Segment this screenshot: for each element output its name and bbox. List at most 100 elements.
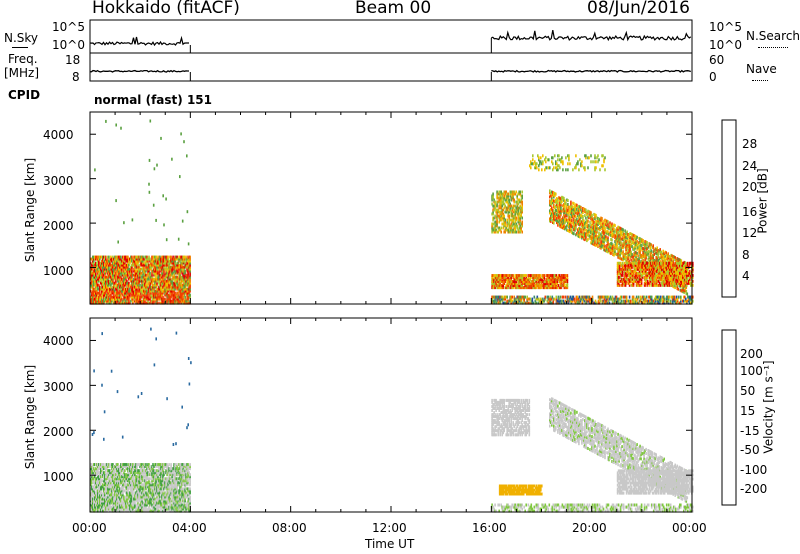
power-cell	[98, 259, 100, 263]
power-cell	[126, 273, 128, 277]
power-cell	[111, 265, 113, 269]
power-cell	[123, 287, 125, 291]
power-cell	[586, 295, 589, 299]
power-cell	[518, 282, 520, 286]
power-cell	[510, 222, 512, 226]
power-cell	[590, 235, 592, 239]
power-cell	[647, 253, 649, 257]
power-cell	[491, 282, 493, 286]
power-cell	[682, 299, 684, 303]
power-cell	[153, 285, 155, 289]
power-cell	[114, 259, 116, 263]
power-cell	[164, 277, 166, 281]
power-cell	[496, 220, 498, 224]
power-cell	[663, 297, 666, 301]
power-cell	[683, 295, 685, 299]
power-cell	[155, 283, 157, 287]
power-cell	[620, 295, 623, 299]
power-cell	[140, 301, 142, 305]
power-cell	[642, 251, 644, 254]
power-cell	[146, 259, 148, 263]
power-cell	[558, 301, 561, 305]
power-cell	[506, 200, 508, 204]
power-cell	[643, 261, 646, 265]
power-cell	[168, 269, 170, 273]
power-cell	[153, 261, 155, 265]
power-cell	[127, 295, 129, 299]
power-cell	[173, 277, 175, 281]
power-cell	[610, 227, 612, 231]
power-cell	[536, 295, 539, 299]
power-cell	[628, 243, 630, 247]
power-cell	[176, 279, 178, 283]
power-cell	[182, 269, 184, 273]
power-cell	[554, 282, 557, 286]
power-cell	[515, 297, 517, 301]
power-cell	[495, 228, 497, 232]
power-cell	[501, 196, 503, 200]
power-cell	[684, 285, 687, 289]
power-cell	[134, 293, 136, 297]
power-cell	[161, 273, 163, 277]
power-cell	[508, 204, 510, 208]
power-cell	[624, 253, 626, 257]
power-cell	[614, 295, 617, 299]
power-cell	[648, 299, 651, 303]
power-cell	[182, 299, 184, 303]
power-cell	[631, 301, 634, 305]
power-cell	[638, 277, 641, 281]
power-cell	[625, 269, 628, 273]
power-cell	[491, 280, 493, 284]
power-cell	[132, 279, 134, 283]
power-cell	[113, 269, 115, 273]
power-cell	[153, 291, 155, 295]
power-cell	[536, 276, 539, 280]
power-cell	[621, 273, 624, 277]
power-cell	[176, 269, 178, 273]
power-cell	[540, 282, 543, 286]
power-cell	[184, 301, 186, 305]
power-cell	[526, 299, 528, 303]
power-cell	[101, 291, 103, 295]
power-cell	[660, 256, 662, 260]
power-cell	[563, 226, 565, 230]
power-cell	[96, 265, 98, 269]
power-cell	[103, 267, 105, 271]
power-cell	[501, 297, 503, 301]
power-cell	[583, 231, 585, 235]
power-cell	[658, 295, 661, 299]
power-cell	[92, 277, 94, 281]
power-cell	[493, 230, 495, 234]
power-cell	[512, 220, 514, 224]
power-cell	[629, 236, 631, 240]
power-cell	[658, 299, 661, 303]
power-cell	[172, 287, 174, 291]
power-cell	[512, 198, 514, 202]
power-cell	[137, 271, 139, 275]
power-cell	[541, 284, 544, 288]
power-cell	[604, 295, 607, 299]
power-cell	[173, 269, 175, 273]
power-cell	[120, 283, 122, 287]
power-cell	[553, 203, 555, 207]
power-cell	[139, 271, 141, 275]
power-cell	[644, 242, 646, 246]
power-cell	[128, 281, 130, 285]
power-cell	[121, 271, 123, 275]
power-cell	[129, 301, 131, 305]
power-cell	[159, 267, 161, 271]
power-cell	[566, 280, 569, 284]
power-cell	[124, 271, 126, 275]
power-cell	[106, 289, 108, 293]
power-cell	[603, 297, 606, 301]
power-cell	[155, 261, 157, 265]
power-cell	[493, 222, 495, 226]
power-cell	[517, 276, 519, 280]
power-cell	[519, 208, 521, 212]
power-cell	[126, 285, 128, 289]
power-cell	[117, 275, 119, 279]
power-cell	[634, 252, 636, 256]
power-cell	[570, 206, 572, 210]
power-cell	[171, 299, 173, 303]
power-cell	[675, 295, 678, 299]
